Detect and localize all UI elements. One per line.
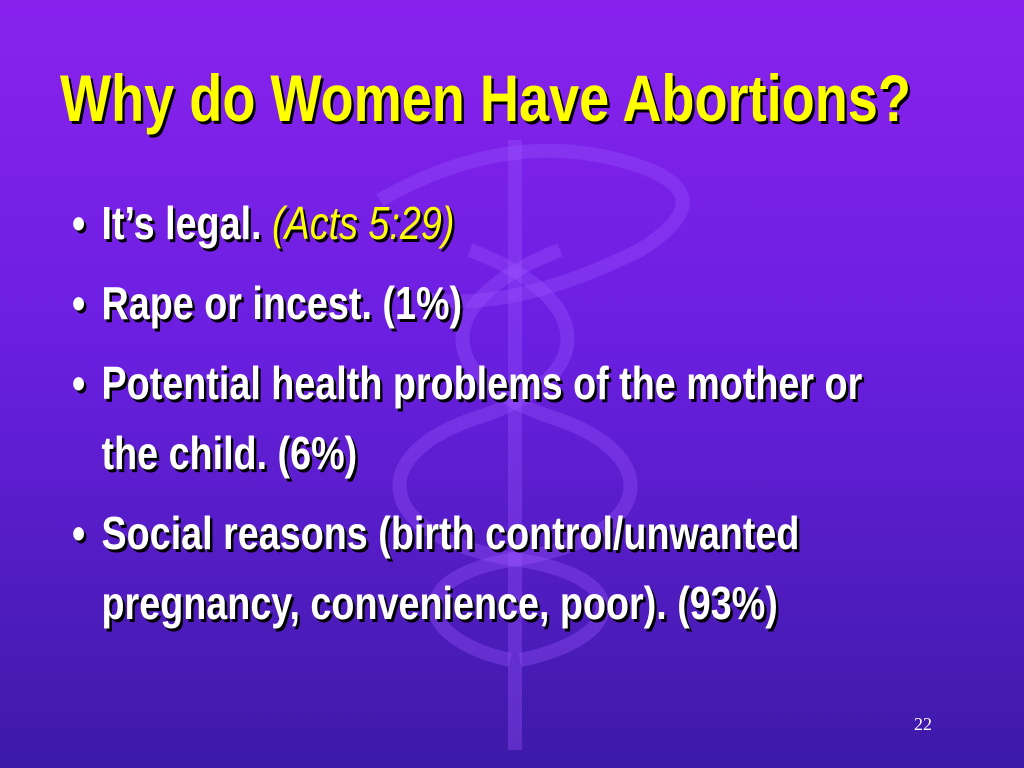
bullet-reference: (Acts 5:29) xyxy=(272,197,455,249)
bullet-item: • Potential health problems of the mother… xyxy=(72,348,925,488)
serpent xyxy=(392,243,610,667)
serpent xyxy=(427,243,638,667)
bullet-item: • Social reasons (birth control/unwanted … xyxy=(72,498,925,638)
bullet-marker: • xyxy=(72,357,86,409)
bullet-marker: • xyxy=(72,507,86,559)
bullet-text: Potential health problems of the mother … xyxy=(101,357,863,479)
bullet-item: • It’s legal. (Acts 5:29) xyxy=(72,188,925,258)
slide-number: 22 xyxy=(914,714,932,734)
bullet-text: It’s legal. xyxy=(101,197,262,249)
bullet-marker: • xyxy=(72,197,86,249)
slide-title: Why do Women Have Abortions? xyxy=(60,61,911,135)
bullet-marker: • xyxy=(72,277,86,329)
bullet-text: Social reasons (birth control/unwanted p… xyxy=(101,507,800,629)
bullet-text: Rape or incest. (1%) xyxy=(101,277,463,329)
bullet-list: • It’s legal. (Acts 5:29) • Rape or incest.… xyxy=(72,188,925,648)
wing xyxy=(376,143,690,309)
bullet-item: • Rape or incest. (1%) xyxy=(72,268,925,338)
